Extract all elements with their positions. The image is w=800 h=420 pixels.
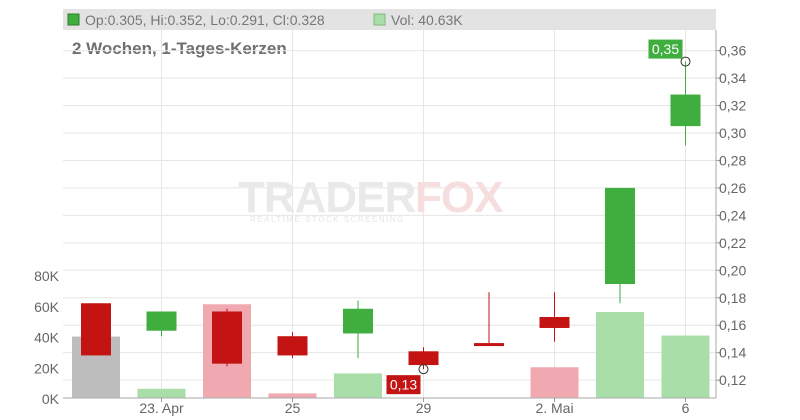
price-tick-label: 0,16 xyxy=(719,317,746,333)
watermark-logo-fox: FOX xyxy=(415,173,503,222)
volume-info-text: Vol: 40.63K xyxy=(391,12,463,28)
x-tick-label: 2. Mai xyxy=(535,400,573,416)
volume-bars xyxy=(72,304,710,398)
volume-tick-label: 40K xyxy=(34,330,60,346)
volume-tick-label: 20K xyxy=(34,360,60,376)
x-tick-label: 6 xyxy=(682,400,690,416)
candle-body xyxy=(539,316,570,328)
ohlc-info-text: Op:0.305, Hi:0.352, Lo:0.291, Cl:0.328 xyxy=(85,12,325,28)
watermark: TRADER FOX REALTIME STOCK SCREENING xyxy=(238,173,504,224)
price-tick-label: 0,24 xyxy=(719,207,746,223)
candle-body xyxy=(408,351,439,366)
info-bar xyxy=(63,9,716,30)
candle-body xyxy=(81,303,111,356)
volume-bar xyxy=(268,393,317,398)
candle-body xyxy=(670,94,701,127)
x-tick-label: 23. Apr xyxy=(139,400,184,416)
chart-title: 2 Wochen, 1-Tages-Kerzen xyxy=(72,39,287,58)
price-tick-label: 0,20 xyxy=(719,262,746,278)
price-tick-label: 0,12 xyxy=(719,372,746,388)
annotation-marker xyxy=(418,364,429,375)
candles xyxy=(81,61,701,370)
annotations: 0,35 0,13 xyxy=(386,39,691,395)
price-tick-label: 0,32 xyxy=(719,98,746,114)
watermark-logo-trader: TRADER xyxy=(238,173,416,222)
x-tick-label: 29 xyxy=(416,400,432,416)
high-annotation-label: 0,35 xyxy=(652,41,679,57)
volume-bar xyxy=(530,367,579,398)
low-annotation-label: 0,13 xyxy=(390,377,417,393)
candle-body xyxy=(605,187,635,285)
volume-tick-label: 60K xyxy=(34,299,60,315)
price-tick-label: 0,30 xyxy=(719,125,746,141)
price-tick-label: 0,26 xyxy=(719,180,746,196)
low-annotation-box xyxy=(386,375,421,395)
price-tick-label: 0,36 xyxy=(719,43,746,59)
watermark-tagline: REALTIME STOCK SCREENING xyxy=(250,215,405,224)
price-tick-label: 0,28 xyxy=(719,152,746,168)
annotation-marker xyxy=(680,56,691,67)
price-tick-label: 0,22 xyxy=(719,235,746,251)
volume-bar xyxy=(137,388,186,398)
volume-bar xyxy=(661,335,710,398)
price-tick-label: 0,14 xyxy=(719,345,746,361)
axes: 0,12 0,14 0,16 0,18 0,20 0,22 0,24 0,26 0,28 0,30… xyxy=(34,30,746,416)
ohlc-legend-swatch xyxy=(67,13,80,26)
x-tick-label: 25 xyxy=(285,400,301,416)
candle-body xyxy=(343,308,373,334)
candle-body xyxy=(212,311,242,364)
price-tick-label: 0,18 xyxy=(719,290,746,306)
candle-body xyxy=(474,343,504,347)
volume-tick-label: 80K xyxy=(34,268,60,284)
volume-bar xyxy=(596,311,644,398)
volume-bar xyxy=(334,373,382,398)
volume-legend-swatch xyxy=(373,13,386,26)
volume-tick-label: 0K xyxy=(42,391,60,407)
candle-body xyxy=(277,336,308,356)
high-annotation-box xyxy=(648,39,683,59)
price-tick-label: 0,34 xyxy=(719,70,746,86)
candle-body xyxy=(146,311,177,331)
